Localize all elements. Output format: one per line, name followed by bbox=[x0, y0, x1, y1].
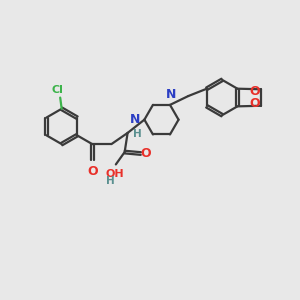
Text: O: O bbox=[141, 147, 151, 160]
Text: O: O bbox=[249, 97, 260, 110]
Text: Cl: Cl bbox=[52, 85, 64, 95]
Text: O: O bbox=[249, 85, 260, 98]
Text: H: H bbox=[133, 129, 142, 140]
Text: N: N bbox=[130, 113, 140, 126]
Text: O: O bbox=[87, 165, 98, 178]
Text: N: N bbox=[166, 88, 177, 101]
Text: OH: OH bbox=[106, 169, 124, 179]
Text: H: H bbox=[106, 176, 115, 186]
